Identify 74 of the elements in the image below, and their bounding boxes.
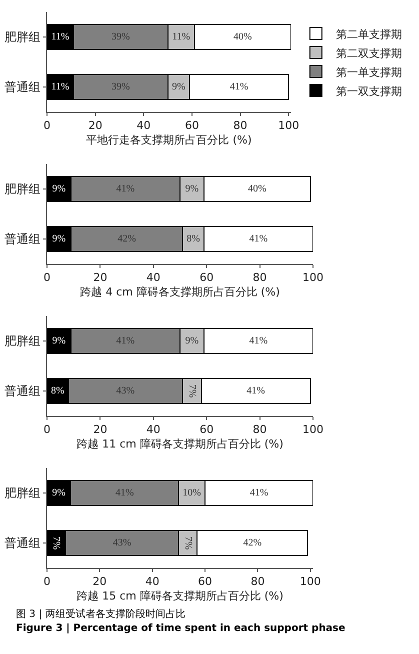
x-axis-title: 平地行走各支撑期所占百分比 (%): [86, 133, 252, 146]
x-tick-label: 20: [93, 423, 108, 436]
data-label: 41%: [230, 82, 248, 92]
data-label: 41%: [116, 184, 135, 194]
x-tick-label: 40: [136, 119, 151, 132]
x-tick-label: 100: [300, 575, 321, 588]
x-tick-label: 40: [145, 575, 160, 588]
x-tick-label: 40: [146, 423, 160, 436]
x-tick-label: 80: [252, 271, 267, 284]
data-label: 10%: [182, 488, 202, 498]
caption: Figure 3 | Percentage of time spent in each support phase: [16, 622, 346, 636]
x-tick-label: 100: [302, 271, 324, 284]
data-label: 43%: [112, 538, 132, 548]
data-label: 9%: [52, 488, 66, 498]
data-label: 40%: [234, 32, 252, 42]
x-tick-label: 80: [250, 575, 265, 588]
data-label: 7%: [50, 536, 62, 550]
x-tick-label: 20: [88, 119, 102, 132]
data-label: 42%: [243, 538, 262, 548]
x-tick-label: 0: [44, 423, 50, 436]
data-label: 9%: [52, 234, 66, 244]
y-tick-label: 普通组: [4, 536, 41, 550]
data-label: 41%: [116, 336, 135, 346]
x-tick-label: 80: [233, 119, 248, 132]
x-tick-label: 60: [200, 271, 214, 284]
y-tick-label: 普通组: [4, 80, 41, 94]
data-label: 41%: [116, 488, 134, 498]
x-tick-label: 80: [252, 423, 267, 436]
x-tick-label: 60: [198, 575, 212, 588]
x-tick-label: 100: [278, 119, 300, 132]
y-tick-label: 肥胖组: [4, 486, 41, 500]
y-tick-label: 肥胖组: [4, 182, 41, 196]
data-label: 11%: [51, 82, 70, 92]
data-label: 8%: [186, 234, 200, 244]
data-label: 40%: [248, 184, 266, 194]
y-tick-label: 肥胖组: [4, 30, 41, 44]
data-label: 7%: [182, 536, 194, 550]
data-label: 9%: [52, 336, 66, 346]
y-tick-label: 肥胖组: [4, 334, 41, 348]
x-axis-title: 跨越 15 cm 障碍各支撑期所占百分比 (%): [76, 589, 284, 602]
x-axis-title: 跨越 4 cm 障碍各支撑期所占百分比 (%): [80, 285, 280, 298]
legend-label: 第二双支撑期: [336, 46, 402, 60]
x-tick-label: 0: [44, 271, 50, 284]
x-tick-label: 0: [44, 575, 50, 588]
data-label: 39%: [112, 32, 130, 42]
data-label: 41%: [249, 336, 268, 346]
y-tick-label: 普通组: [4, 232, 41, 246]
legend-label: 第一双支撑期: [336, 84, 402, 98]
data-label: 43%: [116, 386, 135, 396]
data-label: 41%: [250, 488, 268, 498]
x-tick-label: 20: [93, 271, 108, 284]
data-label: 42%: [118, 234, 136, 244]
data-label: 7%: [186, 384, 198, 398]
data-label: 11%: [172, 32, 190, 42]
data-label: 41%: [246, 386, 265, 396]
data-label: 11%: [51, 32, 70, 42]
data-label: 8%: [50, 386, 64, 396]
data-label: 41%: [249, 234, 268, 244]
x-tick-label: 20: [92, 575, 107, 588]
x-tick-label: 40: [146, 271, 160, 284]
data-label: 9%: [52, 184, 66, 194]
data-label: 9%: [185, 184, 199, 194]
legend-label: 第二单支撑期: [336, 28, 402, 41]
x-tick-label: 100: [302, 423, 324, 436]
caption: 图 3 | 两组受试者各支撑阶段时间占比: [16, 608, 186, 622]
data-label: 9%: [172, 82, 186, 92]
data-label: 9%: [185, 336, 199, 346]
legend-label: 第一单支撑期: [336, 66, 402, 79]
x-tick-label: 60: [184, 119, 199, 132]
data-label: 39%: [112, 82, 130, 92]
x-tick-label: 60: [200, 423, 214, 436]
y-tick-label: 普通组: [4, 384, 41, 398]
x-tick-label: 0: [44, 119, 50, 132]
x-axis-title: 跨越 11 cm 障碍各支撑期所占百分比 (%): [76, 437, 284, 450]
